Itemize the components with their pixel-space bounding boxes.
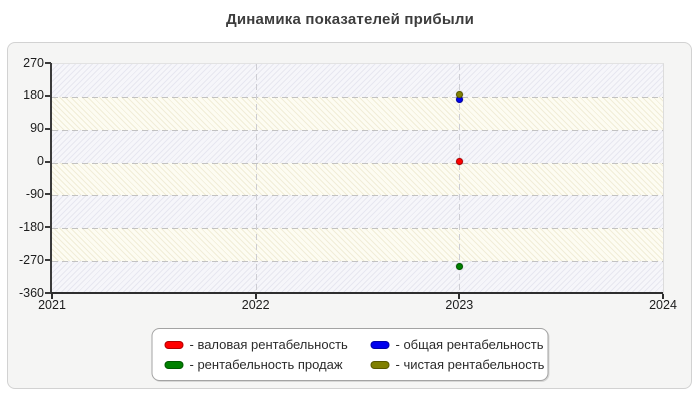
legend-label: - чистая рентабельность <box>395 357 545 372</box>
y-axis-tick-label: -360 <box>18 285 44 300</box>
y-axis-tick <box>45 193 51 196</box>
x-axis-line <box>50 292 663 294</box>
x-axis-tick <box>254 294 257 299</box>
legend-item: - чистая рентабельность <box>370 357 545 372</box>
plot-area <box>52 63 664 294</box>
v-gridline <box>459 64 461 294</box>
plot-band <box>52 228 663 262</box>
plot-band <box>52 96 663 130</box>
legend-item: - валовая рентабельность <box>164 337 371 352</box>
y-axis-tick-label: 270 <box>23 55 44 70</box>
legend-label: - общая рентабельность <box>395 337 544 352</box>
data-point-2 <box>455 95 463 103</box>
plot-band <box>52 64 663 97</box>
y-axis-tick <box>45 160 51 163</box>
legend-swatch-olive <box>370 360 390 369</box>
y-axis-line <box>50 63 52 293</box>
legend-item: - рентабельность продаж <box>164 357 371 372</box>
y-axis-tick-label: 90 <box>30 121 44 136</box>
y-axis-tick-label: 0 <box>37 154 44 169</box>
data-point-3 <box>455 263 463 271</box>
x-axis-tick-label: 2022 <box>241 298 270 312</box>
y-axis-tick <box>45 226 51 229</box>
plot-band <box>52 162 663 196</box>
legend-swatch-red <box>164 340 184 349</box>
y-axis-tick <box>45 127 51 130</box>
x-axis-tick <box>662 294 664 299</box>
y-axis-tick <box>45 259 51 262</box>
h-gridline <box>52 195 663 197</box>
data-point-1 <box>455 158 463 166</box>
y-axis-tick-label: -90 <box>25 186 44 201</box>
plot-band <box>52 195 663 229</box>
legend-label: - валовая рентабельность <box>189 337 348 352</box>
legend-swatch-green <box>164 360 184 369</box>
y-axis-tick <box>45 62 51 64</box>
y-axis-tick <box>45 94 51 97</box>
h-gridline <box>52 162 663 164</box>
h-gridline <box>52 261 663 263</box>
x-axis-tick-label: 2021 <box>38 298 66 312</box>
data-point-4 <box>455 91 463 99</box>
h-gridline <box>52 129 663 131</box>
plot-band <box>52 129 663 163</box>
v-gridline <box>255 64 257 294</box>
chart-legend: - валовая рентабельность - общая рентабе… <box>151 328 549 381</box>
plot-band <box>52 261 663 294</box>
h-gridline <box>52 228 663 230</box>
y-axis-tick <box>45 292 51 294</box>
legend-swatch-blue <box>370 340 390 349</box>
x-axis-tick <box>458 294 461 299</box>
chart-title: Динамика показателей прибыли <box>225 11 475 28</box>
h-gridline <box>52 96 663 98</box>
x-axis-tick-label: 2023 <box>445 298 474 312</box>
y-axis-tick-label: 180 <box>23 88 44 103</box>
x-axis-tick <box>51 294 53 299</box>
legend-item: - общая рентабельность <box>370 337 545 352</box>
y-axis-tick-label: -270 <box>18 252 44 267</box>
y-axis-tick-label: -180 <box>18 219 44 234</box>
legend-label: - рентабельность продаж <box>189 357 343 372</box>
x-axis-tick-label: 2024 <box>649 298 677 312</box>
